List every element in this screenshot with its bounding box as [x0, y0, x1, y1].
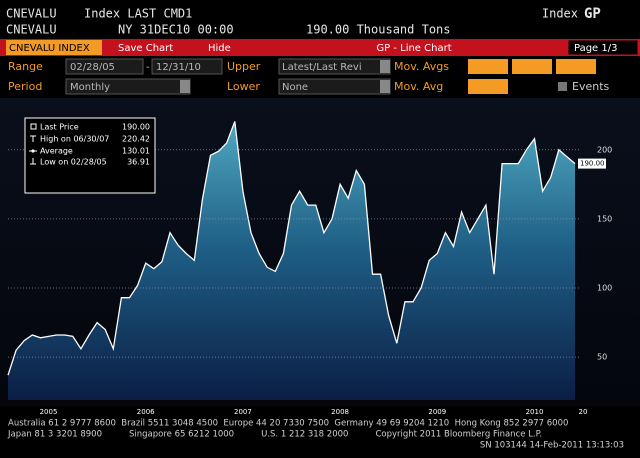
lower-label: Lower [227, 80, 260, 93]
x-tick-label: 2005 [40, 408, 58, 416]
function-type: Index [542, 7, 578, 21]
legend-icon [31, 149, 35, 153]
start-field[interactable] [65, 58, 144, 75]
x-tick-label: 2006 [137, 408, 155, 416]
area [8, 121, 575, 400]
range-dash: - [146, 62, 150, 73]
hide-button[interactable]: Hide [208, 43, 231, 54]
save-button[interactable]: Save Chart [118, 43, 173, 54]
legend-label: Low on 02/28/05 [40, 158, 107, 167]
legend-value: 36.91 [127, 158, 150, 167]
x-tick-label: 2009 [428, 408, 446, 416]
plot: 50 100 150 200 2005 2006 2007 2008 2009 2010 20 190… [7, 121, 612, 416]
footer-contacts: Australia 61 2 9777 8600 Brazil 5511 304… [8, 419, 568, 429]
y-tick-label: 50 [597, 353, 607, 362]
end-date: 12/31/10 [156, 62, 201, 73]
mov-avg-label: Mov. Avg [394, 80, 443, 93]
legend-value: 130.01 [122, 147, 150, 156]
line [7, 121, 576, 376]
legend-box [24, 117, 156, 194]
mov-avgs-label: Mov. Avgs [394, 60, 449, 73]
range-label: Range [8, 60, 43, 73]
x-tick-label: 2010 [526, 408, 544, 416]
events-label: Events [572, 80, 610, 93]
y-tick-label: 200 [597, 145, 612, 154]
footer-session: SN 103144 14-Feb-2011 13:13:03 [480, 441, 624, 451]
last-price: 190.00 Thousand Tons [306, 23, 451, 37]
mov-avg-field[interactable] [468, 79, 508, 94]
descriptor: Index LAST CMD1 [84, 7, 192, 21]
legend-icon [30, 123, 37, 130]
toolbar-title: GP - Line Chart [376, 43, 451, 54]
legend-icon [30, 135, 36, 142]
ticker-tab-label: CNEVALU INDEX [9, 43, 90, 54]
security: CNEVALU [6, 7, 57, 21]
dropdown-arrow[interactable] [180, 80, 190, 93]
events-checkbox[interactable] [558, 82, 567, 91]
security-2: CNEVALU [6, 23, 57, 37]
mov-avg-field[interactable] [512, 59, 552, 74]
legend-value: 190.00 [122, 123, 150, 132]
lower-value: None [282, 82, 308, 93]
last-price-tag-label: 190.00 [580, 160, 605, 168]
y-tick-label: 150 [597, 214, 612, 223]
end-field[interactable] [151, 58, 223, 75]
function-code: GP [584, 6, 601, 22]
legend-label: High on 06/30/07 [40, 135, 109, 144]
page-indicator: Page 1/3 [574, 43, 617, 54]
mov-avg-field[interactable] [468, 59, 508, 74]
x-tick-label: 2008 [331, 408, 349, 416]
last-price-tag [578, 158, 606, 169]
timestamp: NY 31DEC10 00:00 [118, 23, 234, 37]
y-tick-label: 100 [597, 284, 612, 293]
x-edge-label: 20 [579, 408, 588, 416]
period-label: Period [8, 80, 42, 93]
legend-label: Average [40, 147, 73, 156]
page-box[interactable] [567, 39, 639, 56]
footer-contacts: Japan 81 3 3201 8900 Singapore 65 6212 1… [7, 430, 542, 440]
period-value: Monthly [70, 82, 110, 93]
x-tick-label: 2007 [234, 408, 252, 416]
start-date: 02/28/05 [70, 62, 115, 73]
legend-icon [30, 158, 36, 165]
ticker-tab[interactable] [6, 40, 102, 55]
upper-label: Upper [227, 60, 261, 73]
legend-value: 220.42 [122, 135, 150, 144]
mov-avg-field[interactable] [556, 59, 596, 74]
dropdown-arrow[interactable] [380, 80, 390, 93]
dropdown-arrow[interactable] [380, 60, 390, 73]
upper-value: Latest/Last Revi [282, 62, 362, 73]
toolbar [0, 39, 640, 56]
legend-label: Last Price [40, 123, 79, 132]
